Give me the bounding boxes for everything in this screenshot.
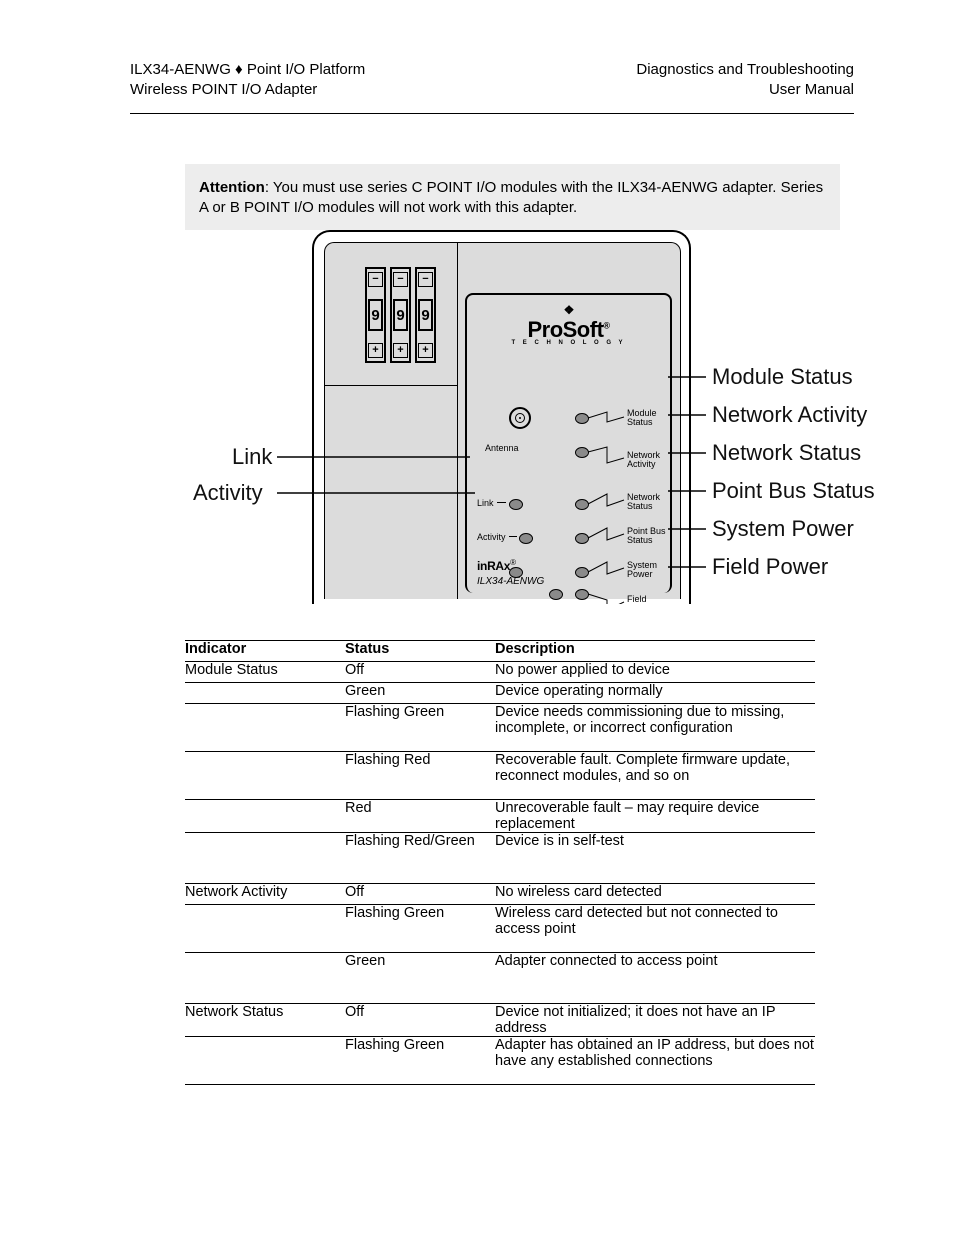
table-row: Network ActivityOffNo wireless card dete… — [185, 884, 815, 905]
header-left-line1: ILX34-AENWG ♦ Point I/O Platform — [130, 60, 365, 80]
table-row: GreenDevice operating normally — [185, 683, 815, 704]
callout-activity: Activity — [193, 480, 263, 506]
th-status: Status — [345, 641, 495, 662]
attention-text: : You must use series C POINT I/O module… — [199, 179, 823, 216]
device-faceplate: ❖ ProSoft® T E C H N O L O G Y Antenna L… — [465, 293, 672, 593]
indicator-table: Indicator Status Description Module Stat… — [185, 640, 815, 1085]
thumbwheel-switches: − 9 + − 9 + − 9 + — [365, 267, 436, 363]
model-label: ILX34-AENWG — [477, 576, 544, 587]
manual-page: ILX34-AENWG ♦ Point I/O Platform Wireles… — [0, 0, 954, 1235]
callout-system-power: System Power — [712, 516, 854, 542]
table-row: Module StatusOffNo power applied to devi… — [185, 662, 815, 683]
table-row: Flashing GreenAdapter has obtained an IP… — [185, 1037, 815, 1085]
switch-plus: + — [368, 343, 383, 358]
header-right-line2: User Manual — [636, 80, 854, 100]
table-row: Network StatusOffDevice not initialized;… — [185, 1004, 815, 1037]
device-figure: Link Activity Module Status Network Acti… — [130, 230, 900, 620]
callout-point-bus-status: Point Bus Status — [712, 478, 875, 504]
header-right: Diagnostics and Troubleshooting User Man… — [636, 60, 854, 101]
table-row: Flashing GreenDevice needs commissioning… — [185, 704, 815, 752]
inrax-block: inRAx® ILX34-AENWG — [477, 558, 544, 587]
table-row: Flashing GreenWireless card detected but… — [185, 905, 815, 953]
table-row: Flashing Red/GreenDevice is in self-test — [185, 833, 815, 854]
inrax-label: inRAx — [477, 559, 510, 573]
callout-network-activity: Network Activity — [712, 402, 867, 428]
device-outline: − 9 + − 9 + − 9 + — [312, 230, 691, 604]
table-gap — [185, 853, 815, 884]
thumbwheel-1: − 9 + — [365, 267, 386, 363]
callout-module-status: Module Status — [712, 364, 853, 390]
device-inner-panel: − 9 + − 9 + − 9 + — [324, 242, 681, 599]
thumbwheel-3: − 9 + — [415, 267, 436, 363]
callout-field-power: Field Power — [712, 554, 828, 580]
table-header-row: Indicator Status Description — [185, 641, 815, 662]
table-row: GreenAdapter connected to access point — [185, 953, 815, 974]
switch-minus: − — [368, 272, 383, 287]
switch-digit: 9 — [368, 299, 383, 331]
table-row: Flashing RedRecoverable fault. Complete … — [185, 752, 815, 800]
table-gap — [185, 973, 815, 1004]
header-right-line1: Diagnostics and Troubleshooting — [636, 60, 854, 80]
page-header: ILX34-AENWG ♦ Point I/O Platform Wireles… — [130, 60, 854, 114]
attention-note: Attention: You must use series C POINT I… — [185, 164, 840, 231]
table-row: RedUnrecoverable fault – may require dev… — [185, 800, 815, 833]
callout-link: Link — [232, 444, 272, 470]
attention-label: Attention — [199, 179, 265, 196]
thumbwheel-2: − 9 + — [390, 267, 411, 363]
header-left: ILX34-AENWG ♦ Point I/O Platform Wireles… — [130, 60, 365, 101]
th-description: Description — [495, 641, 815, 662]
header-left-line2: Wireless POINT I/O Adapter — [130, 80, 365, 100]
callout-network-status: Network Status — [712, 440, 861, 466]
th-indicator: Indicator — [185, 641, 345, 662]
